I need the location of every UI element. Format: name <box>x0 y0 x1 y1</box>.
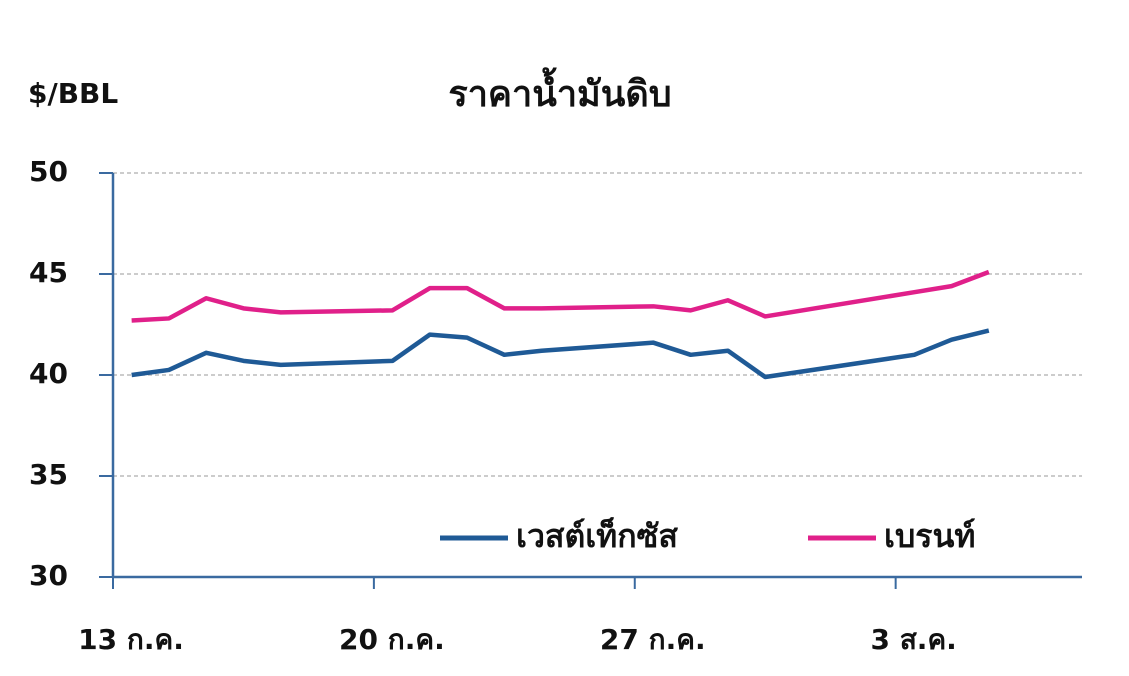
x-tick-label: 20 ก.ค. <box>339 623 445 656</box>
y-tick-label: 35 <box>29 458 68 491</box>
y-tick-label: 40 <box>29 357 68 390</box>
series-line <box>131 269 990 323</box>
legend-label: เบรนท์ <box>884 517 975 555</box>
x-tick-label: 3 ส.ค. <box>870 623 956 656</box>
series-line <box>131 328 990 380</box>
y-tick-label: 45 <box>29 256 68 289</box>
x-tick-label: 13 ก.ค. <box>78 623 184 656</box>
x-tick-label: 27 ก.ค. <box>600 623 706 656</box>
y-tick-label: 30 <box>29 559 68 592</box>
chart-title: ราคาน้ำมันดิบ <box>448 67 671 115</box>
y-axis-label: $/BBL <box>28 77 118 110</box>
y-tick-label: 50 <box>29 155 68 188</box>
legend-label: เวสต์เท็กซัส <box>516 516 678 555</box>
